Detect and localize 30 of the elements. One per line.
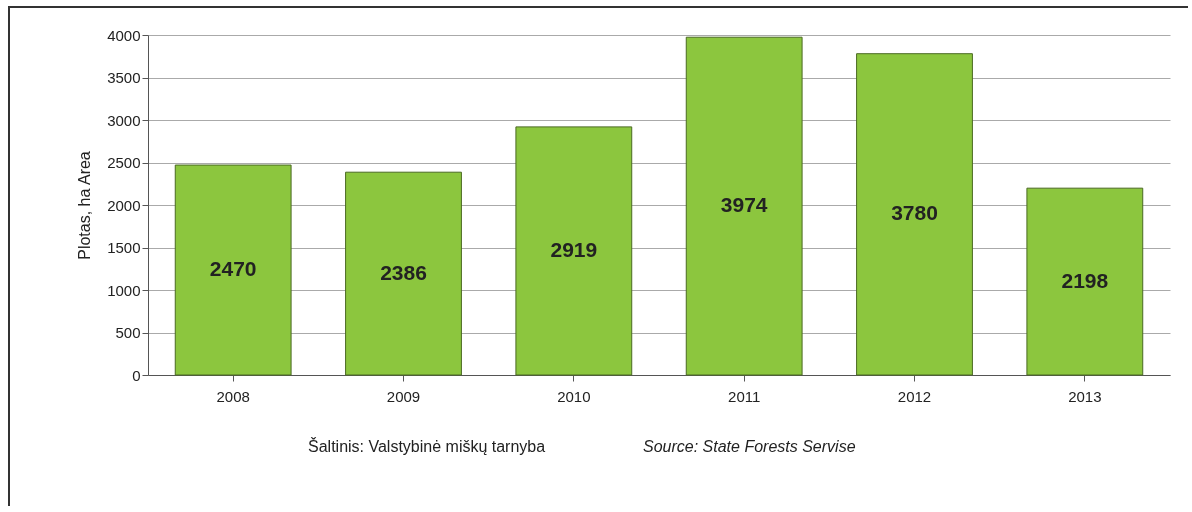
y-tick-label: 2500 xyxy=(107,154,141,171)
x-tick-label: 2010 xyxy=(557,387,591,405)
x-tick-label: 2009 xyxy=(386,387,421,405)
y-tick-label: 3500 xyxy=(107,69,141,86)
bar xyxy=(856,53,973,376)
data-label: 3974 xyxy=(720,193,768,217)
data-label: 2198 xyxy=(1061,268,1109,292)
bar xyxy=(515,126,633,376)
bar xyxy=(1026,187,1144,376)
y-tick-label: 3000 xyxy=(107,111,141,129)
bar xyxy=(174,164,292,376)
y-tick-label: 500 xyxy=(115,324,141,341)
y-tick-label: 2000 xyxy=(107,196,141,214)
source-note: Source: State Forests Servise xyxy=(643,438,856,455)
bar xyxy=(685,36,803,376)
data-label: 2386 xyxy=(380,260,427,284)
y-tick-label: 1000 xyxy=(107,281,141,299)
y-tick-label: 4000 xyxy=(107,26,141,44)
bar xyxy=(345,171,462,376)
x-tick-label: 2012 xyxy=(897,387,932,405)
text: Šaltinis: Valstybinė miškų tarnyba xyxy=(308,437,546,455)
y-tick-label: 1500 xyxy=(107,239,141,256)
x-tick-label: 2011 xyxy=(728,387,761,405)
x-tick-label: 2008 xyxy=(216,387,250,405)
y-axis-title: Plotas, ha Area xyxy=(76,151,94,260)
data-label: 3780 xyxy=(891,201,938,225)
x-tick-label: 2013 xyxy=(1068,387,1102,405)
y-tick-label: 0 xyxy=(132,366,141,384)
data-label: 2919 xyxy=(550,237,598,261)
data-label: 2470 xyxy=(209,257,257,281)
